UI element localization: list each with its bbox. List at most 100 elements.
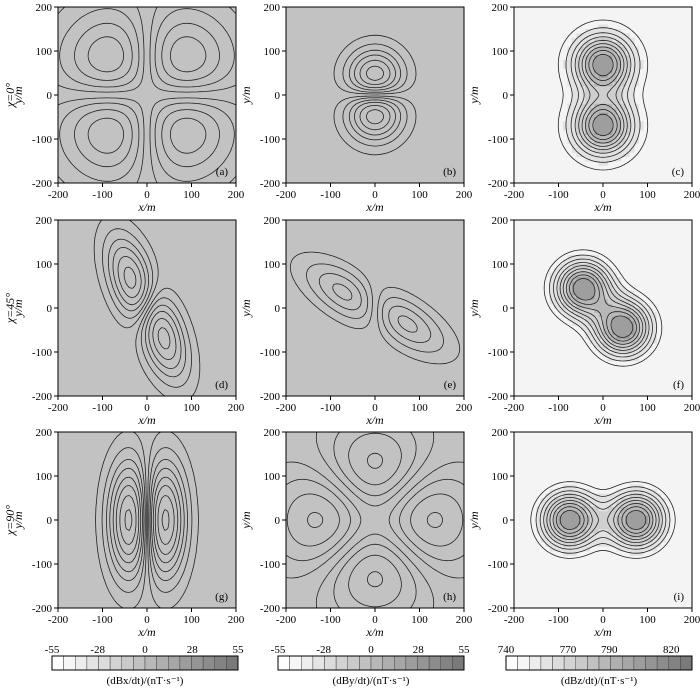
x-tick-label: -100 [92, 402, 113, 414]
y-tick-label: 0 [275, 303, 281, 315]
fill-band [594, 46, 599, 52]
panel-label: (i) [674, 591, 685, 603]
fill-band [594, 59, 599, 65]
fill-band [638, 325, 644, 331]
contour-line [565, 271, 641, 345]
fill-band [598, 330, 604, 335]
fill-band [571, 255, 577, 260]
fill-band [611, 352, 617, 357]
fill-band [594, 95, 599, 100]
fill-band [598, 290, 604, 296]
fill-band [607, 356, 613, 362]
fill-band [647, 498, 653, 503]
fill-band [594, 542, 599, 547]
fill-band [580, 90, 586, 96]
contour-line [332, 283, 353, 301]
fill-band [616, 325, 622, 331]
fill-band [603, 99, 608, 105]
fill-band [598, 112, 604, 118]
fill-band [585, 152, 591, 157]
y-tick-label: 0 [47, 515, 53, 527]
x-tick-label: 200 [228, 189, 245, 201]
fill-band [589, 303, 595, 309]
fill-band [567, 64, 573, 69]
fill-band [589, 51, 595, 56]
fill-band [594, 537, 599, 543]
fill-band [607, 99, 613, 105]
y-tick-label: -200 [260, 178, 281, 190]
fill-band [571, 64, 577, 69]
colorbar-cell [517, 655, 530, 671]
fill-band [629, 502, 635, 508]
fill-band [598, 321, 604, 326]
x-tick-label: 200 [228, 402, 245, 414]
fill-band [594, 294, 599, 300]
colorbar-cell [312, 655, 325, 671]
fill-band [585, 112, 591, 118]
fill-band [589, 108, 595, 113]
fill-band [620, 343, 626, 348]
fill-band [603, 86, 608, 91]
panel-f: -200 -100 0 100 200 200 100 0 -100 -200 x/m y/m (f) [467, 215, 700, 427]
fill-band [571, 68, 577, 74]
fill-band [611, 143, 617, 149]
panel-h: -200 -100 0 100 200 200 100 0 -100 -200 x/m y/m (h) [239, 427, 473, 639]
fill-band [625, 334, 631, 340]
fill-band [629, 299, 635, 304]
colorbar-cell [202, 655, 216, 671]
fill-band [603, 502, 608, 508]
fill-band [589, 264, 595, 269]
colorbar-cell [179, 655, 192, 671]
fill-band [634, 77, 639, 83]
y-tick-label: -100 [488, 559, 509, 571]
fill-band [643, 343, 648, 348]
fill-band [616, 121, 622, 127]
fill-band [598, 143, 604, 149]
fill-band [607, 316, 613, 322]
fill-band [625, 59, 631, 65]
fill-band [580, 134, 586, 140]
fill-band [620, 537, 626, 543]
fill-band [580, 498, 586, 503]
colorbar-cell [324, 655, 337, 671]
fill-band [629, 99, 635, 105]
fill-band [625, 117, 631, 122]
x-tick-label: 0 [372, 614, 378, 626]
y-tick-label: 200 [492, 2, 509, 14]
y-tick-label: -200 [32, 178, 53, 190]
contour-line [140, 297, 192, 388]
fill-band [571, 493, 577, 499]
colorbar-cell [529, 655, 542, 671]
y-tick-label: -200 [260, 603, 281, 615]
fill-band [603, 321, 608, 326]
fill-band [616, 511, 622, 516]
fill-band [549, 294, 555, 300]
fill-band [656, 502, 662, 508]
fill-band [652, 334, 657, 340]
fill-band [567, 489, 573, 494]
fill-band [611, 338, 617, 344]
fill-band [585, 81, 591, 87]
fill-band [580, 152, 586, 157]
fill-band [603, 130, 608, 135]
fill-band [611, 286, 617, 291]
fill-band [629, 95, 635, 100]
fill-band [647, 325, 653, 331]
panel-label: (c) [672, 166, 685, 178]
x-tick-label: 100 [639, 189, 656, 201]
contour-lines [289, 251, 461, 365]
fill-band [616, 520, 622, 525]
contour-line [359, 105, 391, 131]
fill-band [629, 316, 635, 322]
x-tick-label: 200 [228, 614, 245, 626]
fill-band [598, 125, 604, 131]
fill-band [576, 255, 582, 260]
fill-band [594, 121, 599, 127]
y-tick-label: 100 [264, 471, 281, 483]
fill-band [638, 352, 644, 357]
fill-band [554, 502, 559, 508]
colorbar-cell [440, 655, 453, 671]
fill-band [549, 277, 555, 282]
fill-band [558, 528, 564, 534]
fill-band [607, 112, 613, 118]
